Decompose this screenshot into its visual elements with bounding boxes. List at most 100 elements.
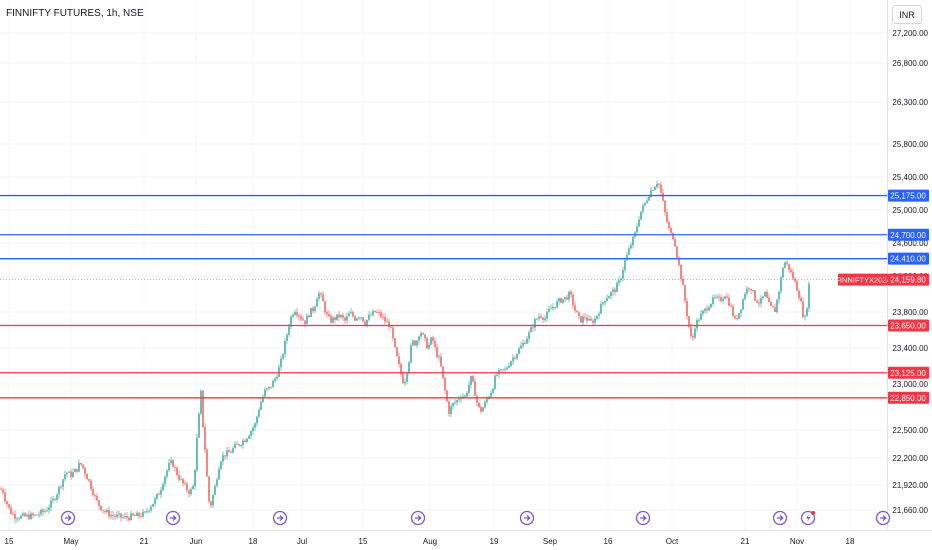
candle-body [788, 263, 790, 270]
candle-body [52, 498, 54, 501]
candle-body [628, 248, 630, 255]
flash-event-icon[interactable] [800, 510, 816, 526]
candle-body [624, 260, 626, 271]
candle-body [250, 430, 252, 436]
candle-body [504, 369, 506, 371]
candle-body [128, 517, 130, 521]
candle-body [274, 378, 276, 381]
candle-body [400, 364, 402, 375]
candle-body [124, 516, 126, 518]
earnings-event-icon[interactable] [519, 510, 535, 526]
x-tick-label: 15 [359, 537, 368, 546]
level-price-label: 23,125.00 [890, 369, 926, 378]
candle-body [20, 515, 22, 519]
candle-body [602, 302, 604, 304]
candle-body [200, 390, 202, 414]
candle-body [802, 301, 804, 317]
y-tick-label: 21,920.00 [892, 481, 928, 490]
candle-body [606, 298, 608, 301]
candle-body [76, 469, 78, 472]
candle-body [670, 228, 672, 233]
candle-body [720, 297, 722, 301]
candle-body [226, 450, 228, 457]
earnings-event-icon[interactable] [272, 510, 288, 526]
candle-body [782, 268, 784, 278]
candle-body [294, 311, 296, 315]
candle-body [92, 489, 94, 496]
earnings-event-icon[interactable] [410, 510, 426, 526]
candle-body [452, 403, 454, 407]
candle-body [80, 462, 82, 465]
candle-body [364, 321, 366, 326]
candle-body [244, 440, 246, 443]
x-tick-label: 16 [604, 537, 613, 546]
candle-body [94, 495, 96, 496]
candle-body [358, 317, 360, 319]
earnings-event-icon[interactable] [772, 510, 788, 526]
candle-body [416, 340, 418, 346]
candle-body [594, 318, 596, 323]
candle-body [130, 513, 132, 521]
candle-body [790, 269, 792, 272]
candle-body [118, 513, 120, 515]
candle-body [562, 299, 564, 303]
candle-body [198, 413, 200, 438]
currency-button[interactable]: INR [892, 5, 922, 24]
candle-body [502, 369, 504, 371]
candle-body [62, 479, 64, 487]
candle-body [270, 386, 272, 388]
candle-body [82, 464, 84, 468]
candle-body [254, 423, 256, 428]
earnings-event-icon[interactable] [635, 510, 651, 526]
candle-body [732, 306, 734, 317]
candle-body [658, 183, 660, 185]
candle-body [558, 298, 560, 302]
candle-body [468, 384, 470, 393]
candle-body [40, 509, 42, 515]
candle-body [626, 254, 628, 261]
candle-body [46, 510, 48, 512]
candle-body [680, 264, 682, 279]
candle-body [574, 305, 576, 311]
earnings-event-icon[interactable] [60, 510, 76, 526]
candle-body [704, 308, 706, 311]
candle-body [554, 306, 556, 308]
candle-body [72, 472, 74, 477]
candle-body [352, 312, 354, 317]
candle-body [470, 375, 472, 385]
candle-body [728, 297, 730, 306]
candle-body [102, 510, 104, 512]
candle-body [18, 518, 20, 520]
candle-body [210, 501, 212, 506]
level-price-label: 22,850.00 [890, 394, 926, 403]
candle-body [212, 495, 214, 506]
candle-body [84, 467, 86, 474]
candle-body [522, 342, 524, 346]
candle-body [218, 468, 220, 480]
candle-body [446, 390, 448, 402]
candle-body [252, 427, 254, 431]
candle-body [232, 448, 234, 453]
candle-body [180, 478, 182, 480]
candle-body [610, 291, 612, 297]
candle-body [158, 493, 160, 495]
candle-body [750, 288, 752, 291]
candle-body [424, 334, 426, 339]
candle-body [26, 514, 28, 517]
candle-body [490, 392, 492, 397]
candle-body [500, 369, 502, 371]
candle-body [648, 196, 650, 201]
candle-body [772, 305, 774, 308]
candle-body [426, 338, 428, 349]
candle-body [792, 271, 794, 279]
candle-body [160, 490, 162, 495]
candle-body [738, 313, 740, 319]
candle-body [372, 310, 374, 315]
candle-body [510, 361, 512, 366]
earnings-event-icon[interactable] [165, 510, 181, 526]
candle-body [196, 437, 198, 471]
candle-body [694, 328, 696, 338]
earnings-event-icon[interactable] [875, 510, 891, 526]
candle-body [388, 321, 390, 328]
